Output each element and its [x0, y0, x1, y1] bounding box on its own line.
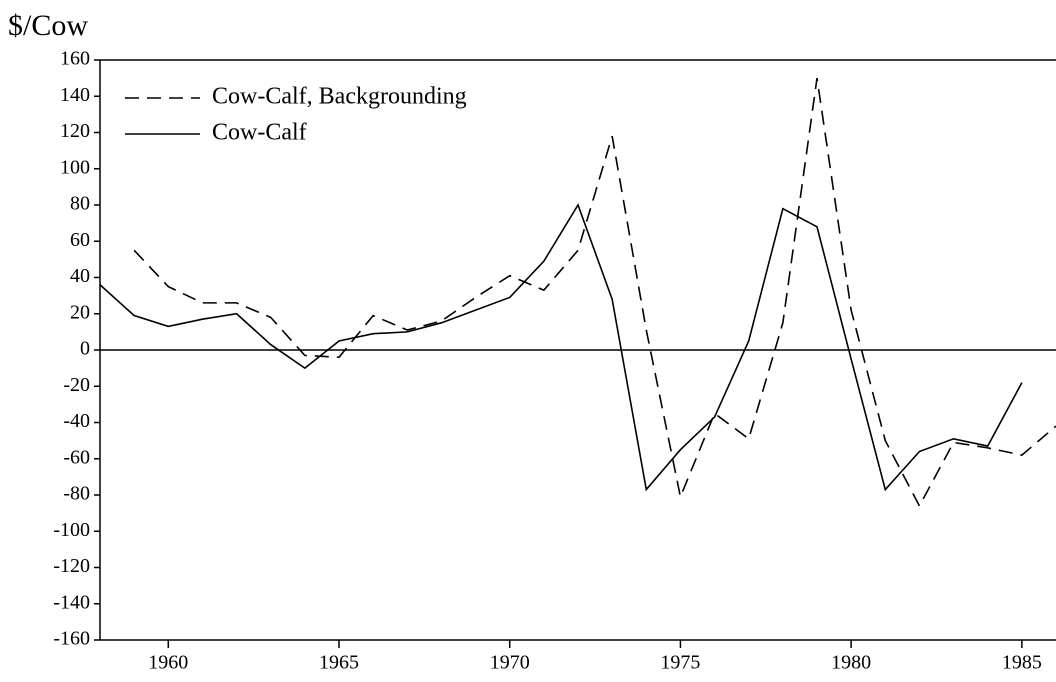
- y-tick-label: -60: [63, 446, 90, 468]
- y-tick-label: 20: [70, 301, 90, 323]
- y-tick-label: 40: [70, 265, 90, 287]
- legend-label: Cow-Calf, Backgrounding: [212, 84, 467, 110]
- y-tick-label: -20: [63, 374, 90, 396]
- series-line: [133, 78, 1056, 508]
- y-axis-label: $/Cow: [8, 9, 88, 42]
- y-tick-label: -120: [53, 555, 90, 577]
- y-tick-label: 140: [60, 84, 90, 106]
- x-tick-label: 1985: [1002, 652, 1042, 674]
- y-tick-label: -160: [53, 628, 90, 650]
- x-tick-label: 1970: [490, 652, 530, 674]
- y-tick-label: 60: [70, 229, 90, 251]
- y-tick-label: 120: [60, 120, 90, 142]
- y-tick-label: -40: [63, 410, 90, 432]
- x-tick-label: 1980: [831, 652, 871, 674]
- y-tick-label: 0: [80, 338, 90, 360]
- y-tick-label: -140: [53, 591, 90, 613]
- y-tick-label: 100: [60, 156, 90, 178]
- y-tick-label: -80: [63, 483, 90, 505]
- x-tick-label: 1960: [148, 652, 188, 674]
- legend-label: Cow-Calf: [212, 120, 307, 146]
- x-tick-label: 1975: [660, 652, 700, 674]
- y-tick-label: 160: [60, 48, 90, 70]
- y-tick-label: 80: [70, 193, 90, 215]
- y-tick-label: -100: [53, 519, 90, 541]
- x-tick-label: 1965: [319, 652, 359, 674]
- series-line: [99, 203, 1023, 492]
